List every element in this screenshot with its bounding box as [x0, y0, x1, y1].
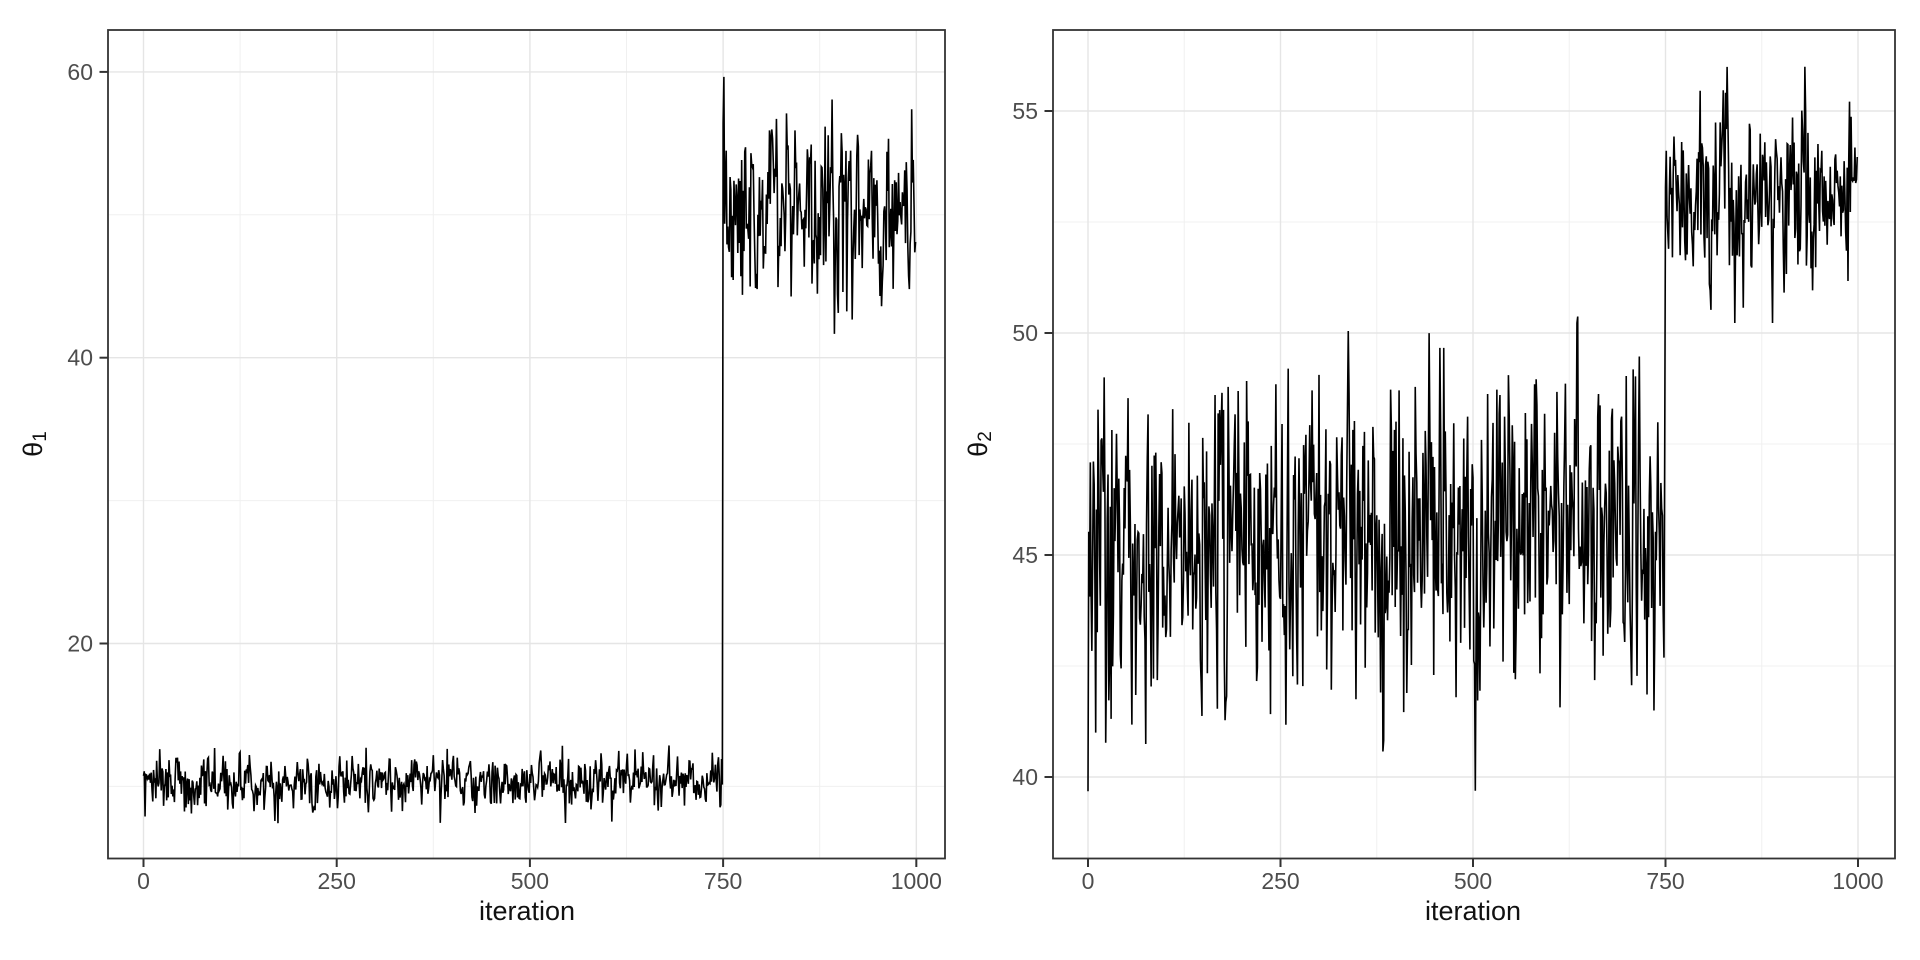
y-tick-label: 60: [67, 59, 93, 85]
theta-symbol: θ: [18, 442, 48, 457]
x-tick-label: 500: [511, 868, 549, 894]
x-tick-label: 0: [137, 868, 150, 894]
y-tick-label: 55: [1012, 98, 1038, 124]
x-axis-title-right: iteration: [1425, 896, 1521, 926]
theta-subscript: 1: [30, 431, 51, 442]
theta2-trace-panel: 0 250 500 750 1000 40 45 50 55: [1012, 29, 1896, 894]
y-tick-label: 50: [1012, 320, 1038, 346]
y-tick-label: 45: [1012, 542, 1038, 568]
y-tick-label: 20: [67, 631, 93, 657]
theta-subscript: 2: [975, 431, 996, 442]
x-axis-title-left: iteration: [479, 896, 575, 926]
y-axis-title-left: θ1: [18, 431, 51, 457]
x-tick-label: 250: [318, 868, 356, 894]
y-tick-label: 40: [67, 345, 93, 371]
grid-minor: [108, 30, 945, 859]
x-tick-label: 500: [1454, 868, 1492, 894]
y-axis-title-right: θ2: [963, 431, 996, 457]
grid-minor: [1053, 30, 1895, 859]
axis-ticks: [99, 70, 918, 867]
x-tick-label: 1000: [1832, 868, 1883, 894]
axis-ticks: [1044, 110, 1859, 867]
x-tick-label: 250: [1261, 868, 1299, 894]
theta-symbol: θ: [963, 442, 993, 457]
x-tick-label: 750: [704, 868, 742, 894]
x-tick-label: 0: [1082, 868, 1095, 894]
x-tick-label: 750: [1646, 868, 1684, 894]
theta1-trace-panel: 0 250 500 750 1000 20 40 60: [67, 29, 946, 894]
y-tick-label: 40: [1012, 764, 1038, 790]
trace-line: [142, 76, 917, 824]
panel-border: [107, 29, 946, 860]
x-tick-label: 1000: [891, 868, 942, 894]
trace-line: [1087, 66, 1859, 792]
